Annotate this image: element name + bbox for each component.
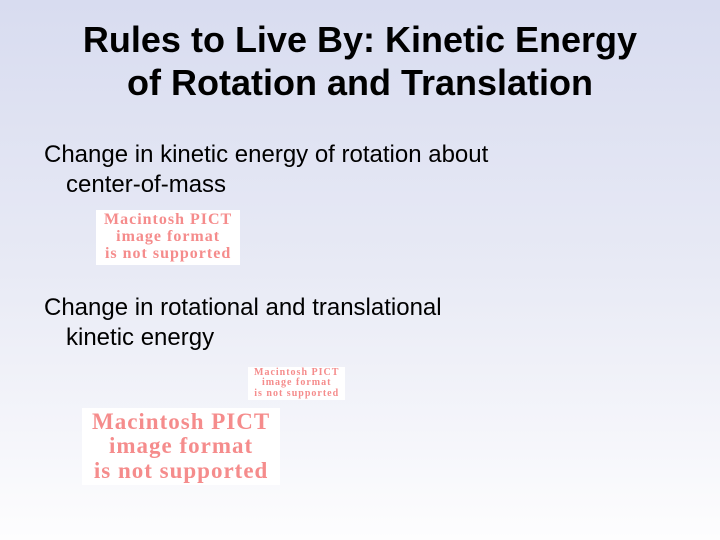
title-line-2: of Rotation and Translation [127, 62, 593, 103]
pict-error-line: image format [104, 229, 232, 246]
para1-line2: center-of-mass [44, 170, 682, 200]
pict-error-line: image format [92, 434, 270, 458]
pict-error-line: is not supported [254, 389, 339, 400]
title-line-1: Rules to Live By: Kinetic Energy [83, 19, 637, 60]
para1-line1: Change in kinetic energy of rotation abo… [44, 141, 488, 168]
pict-error-line: Macintosh PICT [104, 212, 232, 229]
pict-image-error-3: Macintosh PICT image format is not suppo… [82, 408, 280, 484]
pict-image-error-2: Macintosh PICT image format is not suppo… [248, 367, 345, 401]
slide-title: Rules to Live By: Kinetic Energy of Rota… [38, 18, 682, 104]
pict-error-line: is not supported [104, 246, 232, 263]
pict-error-line: Macintosh PICT [92, 410, 270, 434]
para2-line2: kinetic energy [44, 323, 682, 353]
para2-line1: Change in rotational and translational [44, 294, 442, 321]
paragraph-2: Change in rotational and translational k… [44, 293, 682, 353]
pict-error-line: is not supported [92, 459, 270, 483]
pict-image-error-1: Macintosh PICT image format is not suppo… [96, 210, 240, 264]
slide: Rules to Live By: Kinetic Energy of Rota… [0, 0, 720, 540]
paragraph-1: Change in kinetic energy of rotation abo… [44, 140, 682, 200]
